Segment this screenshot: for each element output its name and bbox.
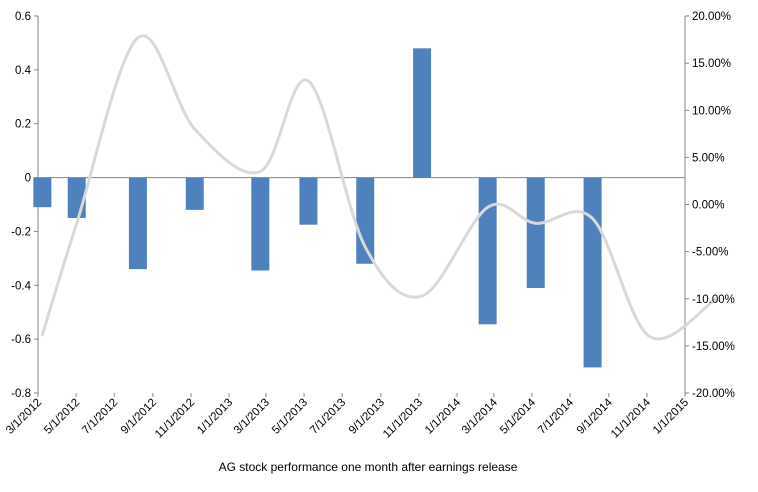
left-axis-tick-label: -0.6 bbox=[11, 334, 31, 346]
right-axis-tick-label: 0.00% bbox=[692, 200, 725, 212]
left-axis-tick-label: 0.2 bbox=[15, 119, 31, 131]
x-axis-tick-label: 5/1/2014 bbox=[498, 396, 539, 437]
x-axis-tick-label: 7/1/2014 bbox=[536, 396, 577, 437]
x-axis-tick-label: 7/1/2012 bbox=[80, 397, 120, 437]
x-axis-tick-label: 11/1/2014 bbox=[609, 396, 653, 440]
right-axis-tick-label: -15.00% bbox=[692, 341, 735, 353]
bar bbox=[526, 177, 545, 288]
right-axis-tick-label: 15.00% bbox=[692, 58, 731, 70]
right-axis-tick-label: 5.00% bbox=[692, 152, 725, 164]
left-axis-tick-label: 0.4 bbox=[15, 65, 32, 77]
x-axis-tick-label: 1/1/2013 bbox=[195, 397, 235, 437]
bar bbox=[356, 177, 375, 264]
x-axis-tick-label: 9/1/2013 bbox=[347, 397, 387, 437]
x-axis-tick-label: 1/1/2014 bbox=[423, 396, 464, 437]
series-line bbox=[40, 34, 717, 341]
x-axis-tick-label: 5/1/2012 bbox=[42, 397, 82, 437]
x-axis-tick-label: 9/1/2012 bbox=[119, 397, 159, 437]
line-series bbox=[40, 34, 717, 341]
right-axis-tick-label: 20.00% bbox=[692, 11, 731, 23]
left-axis-tick-label: 0.6 bbox=[15, 11, 31, 23]
right-axis-tick-label: 10.00% bbox=[692, 105, 731, 117]
right-axis-tick-label: -10.00% bbox=[692, 294, 735, 306]
x-axis-tick-label: 1/1/2015 bbox=[651, 397, 691, 437]
x-axis-tick-label: 11/1/2012 bbox=[153, 397, 197, 441]
bar bbox=[33, 177, 52, 208]
bar bbox=[299, 177, 318, 225]
bar bbox=[128, 177, 147, 270]
left-axis-tick-label: 0 bbox=[25, 173, 31, 185]
x-axis-tick-label: 5/1/2013 bbox=[270, 397, 310, 437]
x-axis-tick-label: 3/1/2014 bbox=[460, 396, 501, 437]
left-axis-tick-label: -0.4 bbox=[11, 280, 31, 292]
left-axis-tick-label: -0.8 bbox=[11, 388, 31, 400]
right-axis-tick-label: -5.00% bbox=[692, 247, 728, 259]
x-axis-tick-label: 7/1/2013 bbox=[308, 397, 348, 437]
x-axis-tick-labels: 3/1/20125/1/20127/1/20129/1/201211/1/201… bbox=[4, 396, 691, 440]
bar bbox=[413, 48, 432, 178]
bar bbox=[251, 177, 270, 271]
left-axis-tick-label: -0.2 bbox=[11, 226, 31, 238]
bar bbox=[478, 177, 497, 325]
x-axis-tick-label: 3/1/2012 bbox=[4, 397, 44, 437]
x-axis-tick-label: 11/1/2013 bbox=[381, 397, 425, 441]
right-axis-tick-labels: 20.00% 15.00% 10.00% 5.00% 0.00% -5.00% -10.00… bbox=[692, 11, 735, 400]
bar bbox=[185, 177, 204, 210]
x-axis-tick-label: 3/1/2013 bbox=[232, 397, 272, 437]
left-axis-tick-labels: 0.6 0.4 0.2 0 -0.2 -0.4 -0.6 -0.8 bbox=[11, 11, 31, 400]
right-axis-tick-label: -20.00% bbox=[692, 388, 735, 400]
bar bbox=[583, 177, 602, 368]
x-axis-title: AG stock performance one month after ear… bbox=[219, 460, 518, 474]
